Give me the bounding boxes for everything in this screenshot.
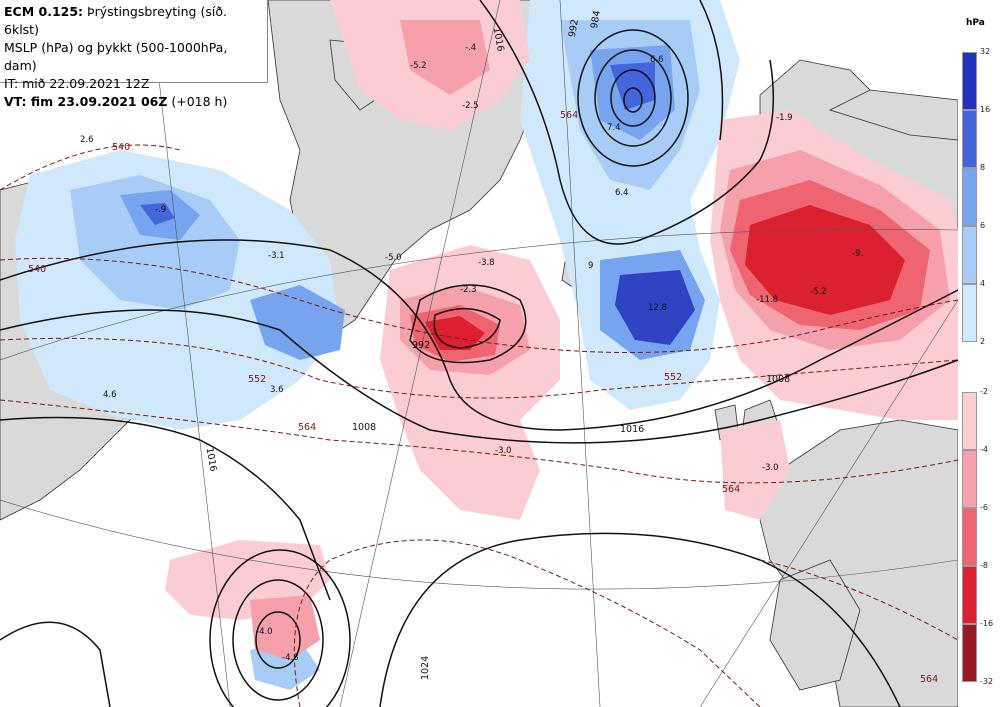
title-line-1: ECM 0.125: Þrýstingsbreyting (síð. 6klst… [4,3,263,39]
map-title-box: ECM 0.125: Þrýstingsbreyting (síð. 6klst… [0,0,268,109]
isobar-label: 1016 [620,424,644,435]
isobar-label: 1016 [491,27,506,53]
thickness-label: 564 [722,484,740,495]
legend-tick-label: -16 [980,619,994,628]
tendency-label: 9 [588,261,593,271]
legend-tick-label: -6 [980,503,988,512]
legend-tick-label: 4 [980,279,986,288]
legend-swatch-fall [962,392,977,450]
legend-tick-label: -8 [980,561,988,570]
thickness-label: 552 [664,372,682,383]
tendency-labels: 2.6 -5.2 -2.5 -.4 6.6 7.4 6.4 -.9 -3.1 -… [80,43,863,663]
tendency-label: -4.8 [282,653,299,663]
thickness-label: 564 [920,674,938,685]
thickness-labels: 540 540 552 552 564 564 564 564 [28,110,938,685]
pressure-fall-areas [165,0,958,660]
product-name: Þrýstingsbreyting (síð. 6klst) [4,4,227,37]
legend-tick-label: 16 [980,105,991,114]
isobar-label: 1024 [420,656,431,680]
tendency-label: -9. [852,249,863,259]
pressure-rise-areas [15,0,740,690]
isobar-label: 992 [567,18,581,38]
tendency-label: -2.3 [460,285,477,295]
isobar-labels: 1008 1016 1024 992 1008 1016 1016 992 98… [204,10,791,680]
tendency-label: 3.6 [270,385,284,395]
tendency-label: -3.8 [478,258,495,268]
isobar-label: 1008 [766,374,790,385]
model-name: ECM 0.125: [4,4,84,19]
title-line-3: IT: mið 22.09.2021 12Z [4,76,150,91]
thickness-label: 552 [248,374,266,385]
legend-swatch-fall [962,566,977,624]
legend-tick-label: 2 [980,337,986,346]
color-legend: hPa 32 16 8 6 4 2 -2 -4 -6 -8 -16 -32 [958,0,1000,707]
thickness-label: 540 [28,264,46,275]
tendency-label: -3.0 [762,463,779,473]
tendency-label: 4.6 [103,390,117,400]
graticule [0,0,959,707]
tendency-label: -11.8 [756,295,778,305]
tendency-label: -4.0 [256,627,273,637]
tendency-label: -5.2 [810,287,827,297]
title-line-4: VT: fim 23.09.2021 06Z (+018 h) [4,93,263,111]
legend-tick-label: 6 [980,221,986,230]
legend-tick-label: -32 [980,677,994,686]
isobars [0,0,959,707]
legend-unit: hPa [966,18,985,28]
legend-tick-label: 32 [980,47,991,56]
isobar-label: 992 [412,340,430,351]
isobar-label: 1016 [204,447,219,473]
title-line-2: MSLP (hPa) og þykkt (500-1000hPa, dam) [4,40,228,73]
tendency-label: 6.4 [615,188,629,198]
legend-swatch-fall [962,624,977,682]
legend-swatch-rise [962,110,977,168]
isobar-label: 984 [589,10,603,30]
legend-tick-label: -4 [980,445,988,454]
legend-tick-label: 8 [980,163,986,172]
legend-tick-label: -2 [980,387,988,396]
thickness-contours [0,144,959,707]
valid-time: VT: fim 23.09.2021 06Z [4,94,168,109]
tendency-label: 6.6 [650,55,664,65]
legend-swatch-fall [962,450,977,508]
legend-swatch-rise [962,226,977,284]
tendency-label: -3.1 [268,251,285,261]
legend-swatch-rise [962,52,977,110]
tendency-label: -5.2 [410,61,427,71]
forecast-hour: (+018 h) [167,94,228,109]
legend-swatch-rise [962,284,977,342]
tendency-label: 7.4 [607,123,621,133]
legend-swatch-fall [962,508,977,566]
legend-swatch-rise [962,168,977,226]
tendency-label: -3.0 [495,446,512,456]
tendency-label: 12.8 [648,303,667,313]
tendency-label: -.9 [155,205,166,215]
thickness-label: 564 [298,422,316,433]
isobar-label: 1008 [352,422,376,433]
thickness-label: 540 [112,142,130,153]
tendency-label: -2.5 [462,101,479,111]
tendency-label: -5.0 [385,253,402,263]
tendency-label: -1.9 [776,113,793,123]
tendency-label: -.4 [465,43,476,53]
thickness-label: 564 [560,110,578,121]
tendency-label: 2.6 [80,135,94,145]
